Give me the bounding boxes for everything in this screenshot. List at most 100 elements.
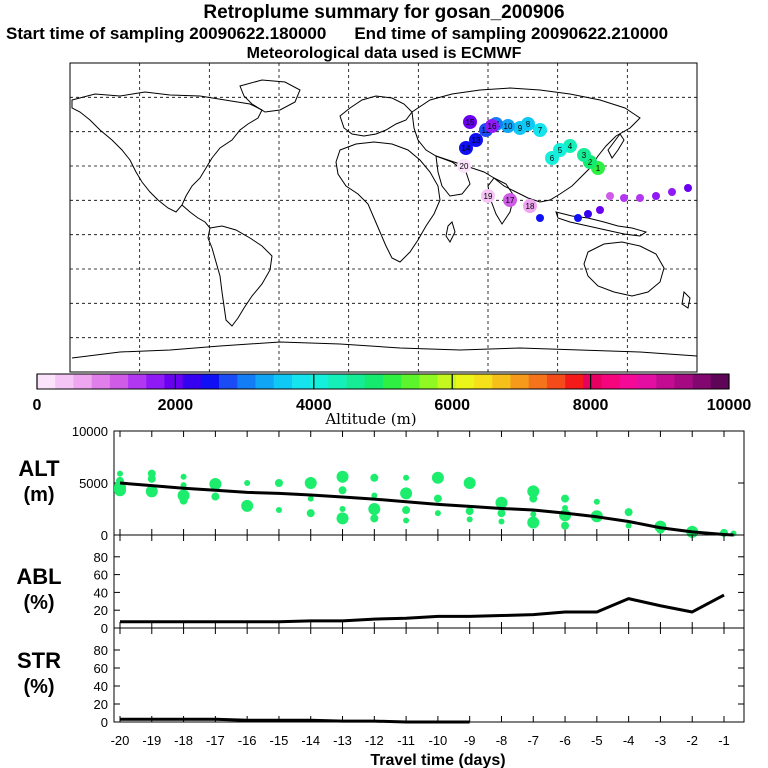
map-gridlines: [70, 63, 697, 372]
colorbar-swatch: [291, 374, 311, 389]
alt-scatter-point: [403, 517, 410, 524]
x-tick-label: -18: [174, 733, 193, 748]
y-tick-label: 5000: [79, 476, 108, 491]
sampling-times: Start time of sampling 20090622.180000 En…: [6, 24, 768, 44]
x-tick-label: -8: [496, 733, 508, 748]
alt-scatter-point: [244, 480, 251, 486]
start-time-label: Start time of sampling 20090622.180000: [6, 24, 327, 43]
plume-day-label: 2: [588, 158, 593, 167]
colorbar-swatch: [346, 374, 366, 389]
plume-day-label: 5: [558, 146, 563, 155]
coastline-madagascar: [445, 221, 456, 243]
alt-scatter-point: [304, 477, 317, 489]
map-frame: [69, 62, 698, 373]
colorbar-swatch: [128, 374, 147, 389]
y-tick-label: 0: [101, 621, 108, 636]
x-tick-label: -13: [333, 733, 352, 748]
alt-scatter-point: [497, 509, 506, 518]
plume-trail-dot: [606, 192, 614, 200]
abl-unit: (%): [23, 592, 55, 614]
plume-trail-dot: [536, 214, 544, 222]
colorbar-tick-label: 2000: [158, 397, 194, 414]
met-data-label: Meteorological data used is ECMWF: [246, 45, 522, 62]
alt-scatter-point: [495, 496, 508, 509]
colorbar-swatch: [55, 374, 74, 389]
plume-day-label: 10: [504, 122, 513, 131]
x-tick-label: -4: [623, 733, 635, 748]
alt-scatter-point: [306, 509, 315, 518]
colorbar-swatch: [200, 374, 220, 389]
alt-scatter-point: [593, 498, 600, 505]
plume-day-label: 1: [596, 164, 601, 173]
alt-scatter-point: [466, 516, 473, 523]
plume-day-label: 3: [582, 151, 587, 160]
panel-frame-str: [113, 627, 745, 723]
colorbar-tick-label: 6000: [434, 397, 470, 414]
abl-series-line: [120, 593, 725, 624]
alt-scatter-point: [433, 494, 442, 503]
alt-scatter-point: [274, 479, 283, 487]
altitude-colorbar: 0 2000 4000 6000 8000 10000 Altitude (m): [33, 373, 751, 428]
x-tick-label: -6: [559, 733, 571, 748]
coastline-central-america: [181, 204, 211, 229]
alt-scatter-point: [370, 473, 379, 482]
colorbar-swatch: [565, 374, 584, 389]
retroplume-trajectory: 1234567891011121314151617181920: [457, 115, 692, 222]
plume-trail-dot: [684, 184, 692, 192]
x-tick-label: -19: [142, 733, 161, 748]
coastline-north-america: [71, 91, 263, 213]
plume-day-marker: [545, 151, 559, 165]
x-tick-label: -16: [238, 733, 257, 748]
colorbar-swatch: [492, 374, 511, 389]
y-tick-label: 60: [94, 661, 108, 676]
str-label: STR: [17, 648, 61, 673]
colorbar-swatch: [146, 374, 165, 389]
alt-unit: (m): [23, 484, 55, 506]
colorbar-swatch: [692, 374, 712, 389]
plume-day-marker: [501, 119, 515, 133]
colorbar-swatch: [510, 374, 529, 389]
colorbar-swatch: [583, 374, 602, 389]
plume-day-marker: [469, 133, 483, 147]
plume-day-label: 9: [518, 124, 523, 133]
alt-scatter-point: [559, 509, 572, 522]
abl-panel-label: ABL (%): [4, 564, 74, 616]
y-tick-label: 80: [94, 643, 108, 658]
alt-scatter-point: [527, 485, 540, 498]
colorbar-swatch: [91, 374, 111, 389]
colorbar-swatch: [182, 374, 202, 389]
x-tick-label: -15: [270, 733, 289, 748]
plume-trail-dot: [652, 192, 660, 200]
plume-day-label: 17: [506, 196, 515, 205]
alt-scatter-point: [180, 473, 187, 480]
coastline-australia: [583, 241, 665, 297]
alt-scatter-point: [561, 521, 570, 530]
plume-day-label: 13: [472, 136, 481, 145]
colorbar-swatch: [546, 374, 566, 389]
colorbar-tick-label: 8000: [573, 397, 609, 414]
plume-day-label: 18: [526, 202, 535, 211]
plume-day-label: 6: [550, 154, 555, 163]
colorbar-swatch: [364, 374, 384, 389]
colorbar-swatch: [109, 374, 129, 389]
str-unit: (%): [23, 676, 55, 698]
coastline-south-america: [207, 225, 273, 327]
colorbar-swatch: [164, 374, 183, 389]
colorbar-tick-label: 4000: [296, 397, 332, 414]
y-tick-label: 0: [101, 715, 108, 730]
colorbar-swatch: [237, 374, 256, 389]
colorbar-swatch: [619, 374, 639, 389]
alt-label: ALT: [18, 456, 60, 481]
alt-scatter-point: [370, 514, 379, 523]
plume-trail-dot: [636, 194, 644, 202]
panel-frame-alt: [113, 430, 745, 536]
colorbar-swatch: [419, 374, 438, 389]
colorbar-swatch: [455, 374, 475, 389]
alt-scatter-point: [241, 499, 254, 512]
colorbar-swatch: [310, 374, 329, 389]
plume-day-label: 4: [568, 142, 573, 151]
colorbar-swatch: [601, 374, 621, 389]
plume-day-marker: [503, 193, 517, 207]
